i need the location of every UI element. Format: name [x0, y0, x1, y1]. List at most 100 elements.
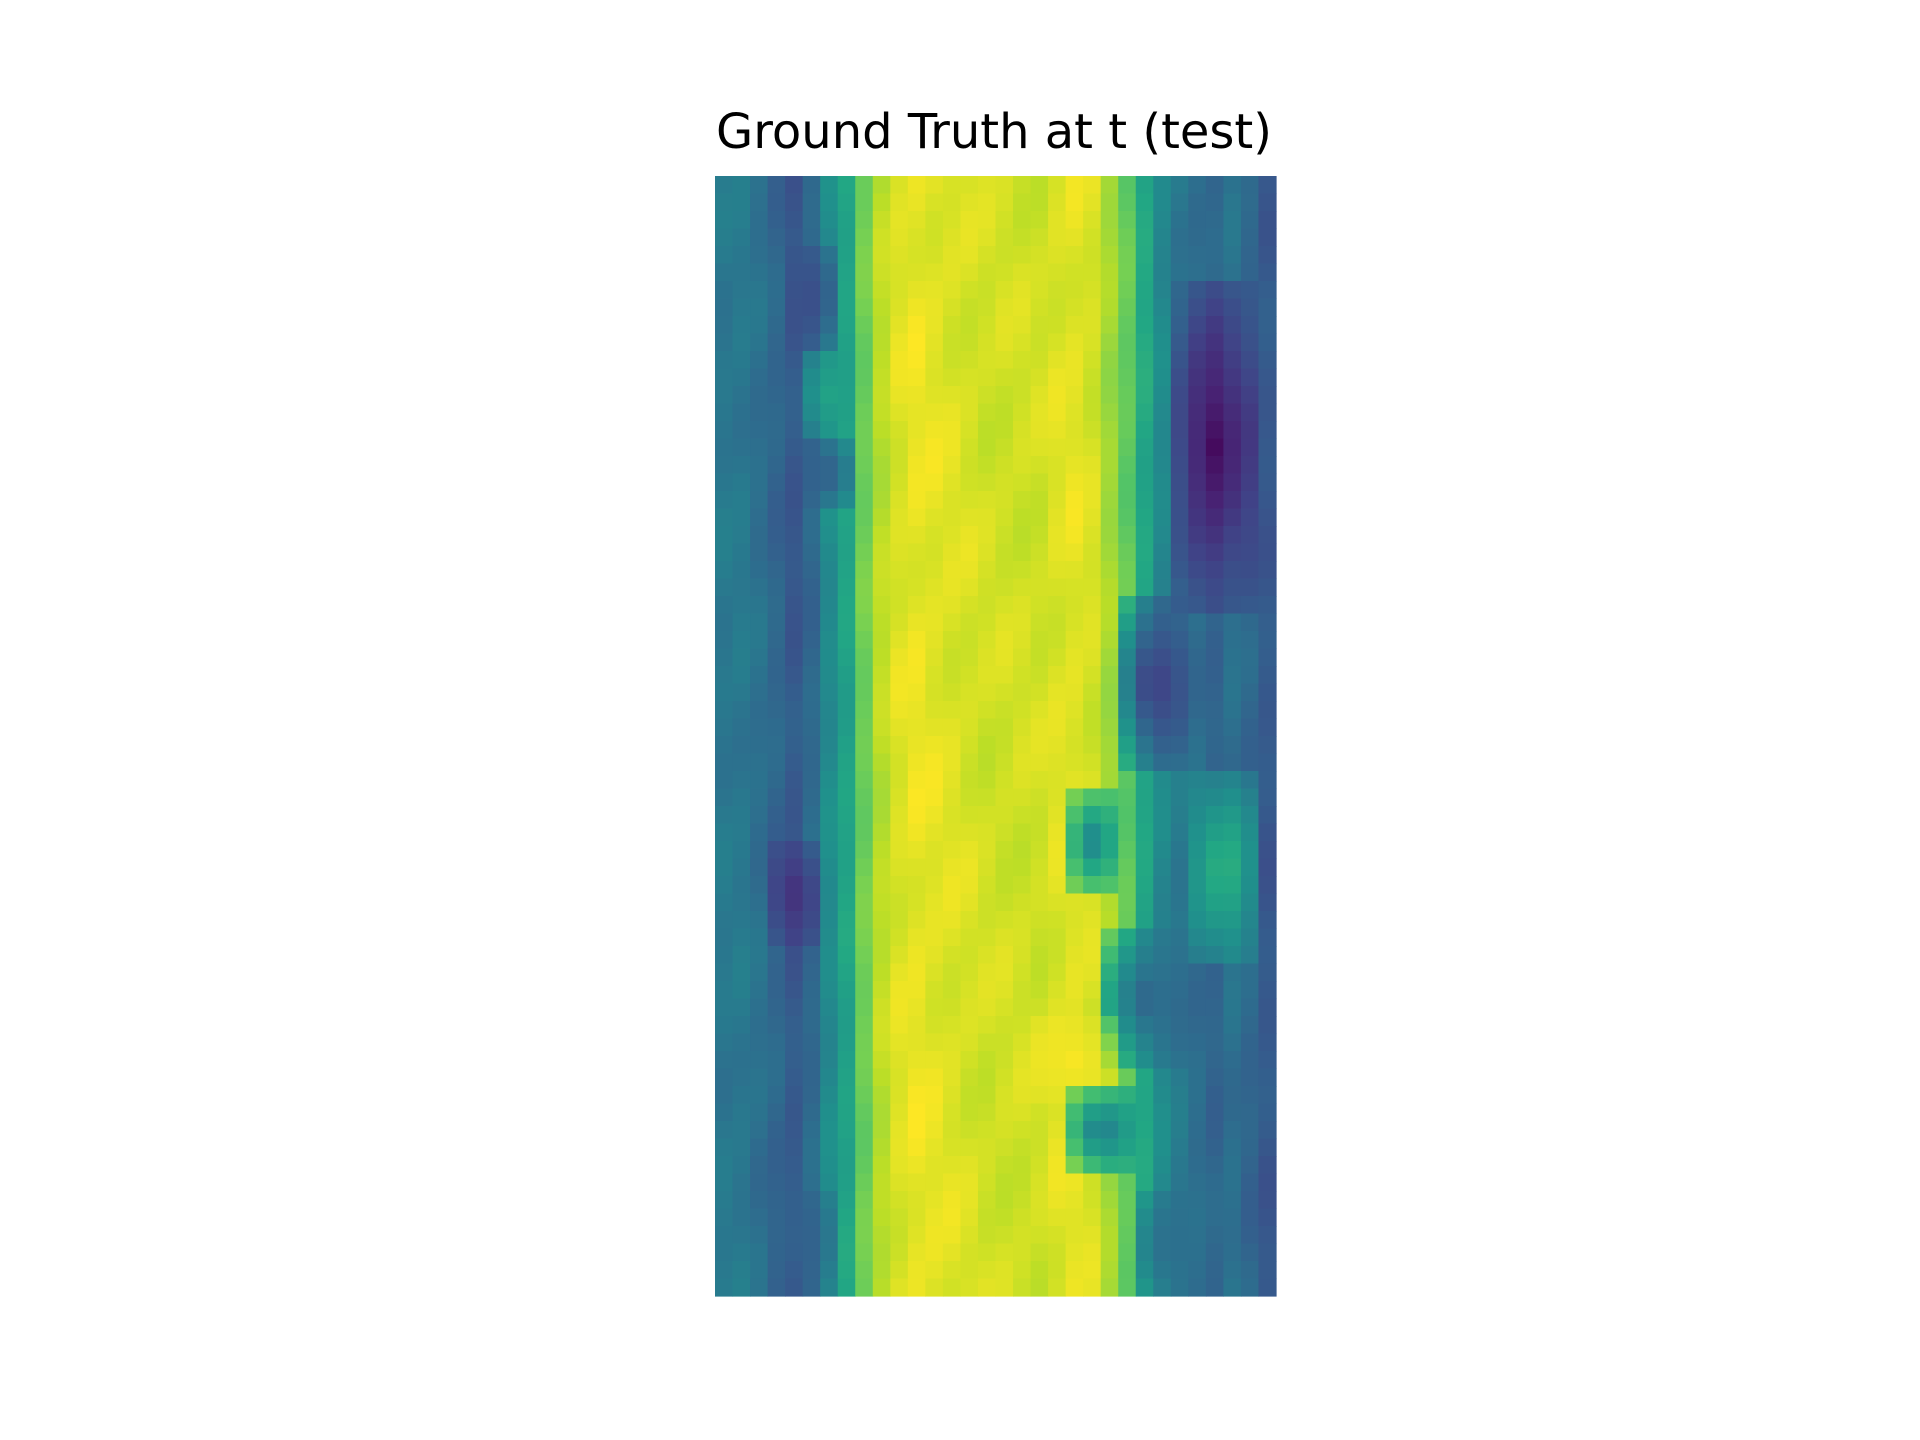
heatmap-cell — [1030, 211, 1049, 230]
heatmap-cell — [925, 596, 944, 615]
heatmap-cell — [750, 858, 769, 877]
heatmap-cell — [1170, 176, 1189, 195]
heatmap-cell — [767, 578, 786, 597]
heatmap-cell — [715, 228, 734, 247]
heatmap-cell — [872, 981, 891, 1000]
heatmap-cell — [1118, 403, 1137, 422]
heatmap-cell — [855, 1103, 874, 1122]
heatmap-cell — [942, 981, 962, 1000]
heatmap-cell — [1013, 246, 1032, 265]
heatmap-cell — [732, 298, 751, 317]
heatmap-cell — [1013, 1191, 1032, 1210]
heatmap-cell — [855, 193, 874, 212]
heatmap-cell — [1188, 316, 1207, 335]
heatmap-cell — [1153, 176, 1172, 195]
heatmap-cell — [1135, 351, 1154, 370]
heatmap-cell — [1118, 911, 1137, 930]
heatmap-cell — [942, 718, 962, 737]
heatmap-cell — [1153, 631, 1172, 650]
heatmap-cell — [1048, 578, 1067, 597]
heatmap-cell — [1205, 613, 1225, 632]
heatmap-cell — [872, 1173, 891, 1192]
heatmap-cell — [802, 1051, 821, 1070]
heatmap-cell — [1135, 1278, 1154, 1297]
heatmap-cell — [925, 666, 944, 685]
heatmap-cell — [1065, 176, 1084, 195]
heatmap-cell — [1258, 491, 1277, 510]
heatmap-cell — [1223, 1051, 1242, 1070]
heatmap-cell — [1065, 281, 1084, 300]
heatmap-cell — [750, 771, 769, 790]
heatmap-cell — [1135, 1103, 1154, 1122]
heatmap-cell — [960, 193, 979, 212]
heatmap-cell — [1205, 928, 1225, 947]
heatmap-cell — [1100, 368, 1119, 387]
heatmap-cell — [977, 701, 997, 720]
heatmap-cell — [715, 281, 734, 300]
heatmap-cell — [1118, 176, 1137, 195]
heatmap-cell — [1048, 858, 1067, 877]
heatmap-cell — [1013, 298, 1032, 317]
heatmap-cell — [1135, 333, 1154, 352]
heatmap-cell — [1118, 246, 1137, 265]
heatmap-cell — [907, 1051, 926, 1070]
heatmap-cell — [715, 963, 734, 982]
heatmap-cell — [907, 333, 926, 352]
heatmap-cell — [785, 613, 804, 632]
heatmap-cell — [890, 298, 909, 317]
heatmap-cell — [1100, 1278, 1119, 1297]
heatmap-cell — [1258, 596, 1277, 615]
heatmap-cell — [855, 298, 874, 317]
heatmap-cell — [995, 893, 1014, 912]
heatmap-cell — [732, 998, 751, 1017]
heatmap-cell — [1083, 771, 1102, 790]
heatmap-cell — [1153, 316, 1172, 335]
heatmap-cell — [1100, 1261, 1119, 1280]
heatmap-cell — [995, 578, 1014, 597]
heatmap-cell — [1240, 193, 1260, 212]
heatmap-cell — [750, 491, 769, 510]
heatmap-cell — [785, 998, 804, 1017]
heatmap-cell — [977, 1208, 997, 1227]
heatmap-cell — [837, 333, 856, 352]
heatmap-cell — [1135, 648, 1154, 667]
heatmap-cell — [960, 1138, 979, 1157]
heatmap-cell — [942, 928, 962, 947]
heatmap-cell — [785, 473, 804, 492]
heatmap-cell — [1083, 823, 1102, 842]
heatmap-cell — [1135, 543, 1154, 562]
heatmap-cell — [1223, 578, 1242, 597]
heatmap-cell — [802, 788, 821, 807]
heatmap-cell — [1153, 893, 1172, 912]
heatmap-cell — [1013, 176, 1032, 195]
heatmap-cell — [1065, 823, 1084, 842]
heatmap-cell — [942, 946, 962, 965]
heatmap-cell — [942, 648, 962, 667]
heatmap-cell — [820, 333, 839, 352]
heatmap-cell — [837, 578, 856, 597]
heatmap-cell — [1240, 333, 1260, 352]
heatmap-cell — [1153, 298, 1172, 317]
heatmap-cell — [1048, 456, 1067, 475]
heatmap-cell — [907, 1103, 926, 1122]
heatmap-cell — [1048, 771, 1067, 790]
heatmap-cell — [1065, 788, 1084, 807]
heatmap-cell — [732, 928, 751, 947]
heatmap-cell — [785, 1051, 804, 1070]
heatmap-cell — [715, 421, 734, 440]
heatmap-cell — [1118, 596, 1137, 615]
heatmap-cell — [1240, 1243, 1260, 1262]
heatmap-cell — [767, 316, 786, 335]
heatmap-cell — [1205, 1208, 1225, 1227]
heatmap-cell — [1048, 1086, 1067, 1105]
heatmap-cell — [925, 806, 944, 825]
heatmap-cell — [820, 981, 839, 1000]
heatmap-cell — [767, 386, 786, 405]
heatmap-cell — [732, 193, 751, 212]
heatmap-cell — [820, 561, 839, 580]
heatmap-cell — [802, 403, 821, 422]
heatmap-cell — [1170, 263, 1189, 282]
heatmap-cell — [995, 911, 1014, 930]
heatmap-cell — [820, 193, 839, 212]
heatmap-cell — [1223, 1278, 1242, 1297]
